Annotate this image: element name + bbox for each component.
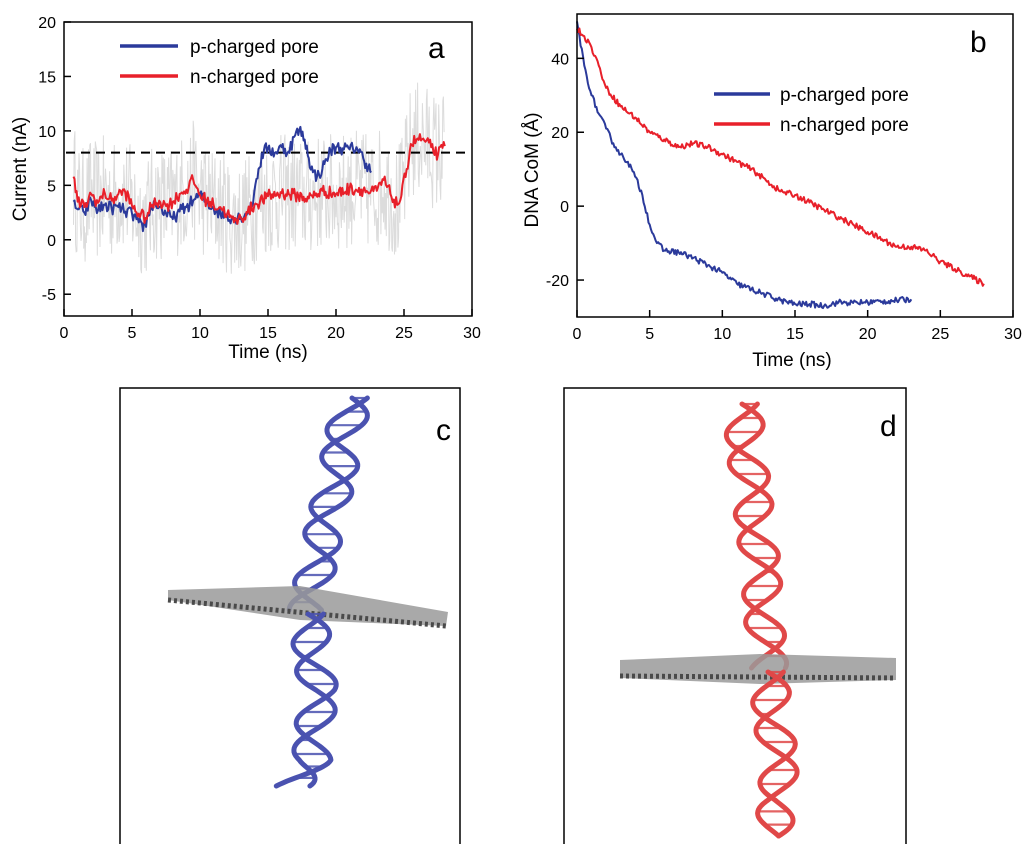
panel-a-series [72,125,446,233]
y-tick-label: 40 [551,51,569,68]
panel-c-frame [119,387,461,844]
panel-b-dna-com-plot: 0 5 10 15 20 25 30 -20 0 20 40 Time (ns) DNA CoM … [522,13,1022,371]
panel-b-label: b [970,26,987,59]
panel-a-y-ticks: -5 0 5 10 15 20 [38,15,71,304]
x-tick-label: 15 [259,325,277,342]
raw-current-trace [73,82,445,274]
x-tick-label: 0 [573,326,582,343]
panel-a-current-plot: 0 5 10 15 20 25 30 -5 0 5 10 15 20 Time (ns) Curren… [10,15,481,363]
panel-c-membrane [167,586,448,629]
panel-c-dna-helix-lower [273,611,339,789]
panel-a-label: a [428,32,445,65]
backbone-strand-2 [273,611,339,789]
panel-b-frame [576,13,1014,318]
x-tick-label: 15 [786,326,804,343]
series-line-n-charged [72,133,446,225]
panel-b-legend-label-n: n-charged pore [780,115,909,136]
x-tick-label: 10 [191,325,209,342]
backbone-strand-2 [750,669,798,839]
x-tick-label: 0 [60,325,69,342]
y-tick-label: 15 [38,69,56,86]
panel-c-dna-helix-upper [286,395,370,613]
panel-d-label: d [880,410,897,443]
series-line-n-charged [576,27,985,287]
panel-a-x-ticks: 0 5 10 15 20 25 30 [60,309,481,342]
x-tick-label: 25 [931,326,949,343]
y-tick-label: 20 [38,15,56,32]
panel-b-x-axis-label: Time (ns) [752,350,832,371]
x-tick-label: 10 [713,326,731,343]
panel-d-frame [563,387,907,844]
panel-d-dna-helix-lower [750,669,800,839]
backbone-strand-1 [286,395,370,613]
backbone-strand-2 [292,395,370,613]
y-tick-label: -5 [42,287,56,304]
panel-b-series [576,21,985,310]
x-tick-label: 20 [859,326,877,343]
x-tick-label: 20 [327,325,345,342]
y-tick-label: 0 [560,199,569,216]
panel-c-label: c [436,414,451,447]
panel-d-membrane [619,654,897,684]
panel-a-x-axis-label: Time (ns) [228,342,308,363]
panel-b-y-ticks: -20 0 20 40 [546,51,584,290]
y-tick-label: 5 [47,178,56,195]
x-tick-label: 30 [1004,326,1022,343]
x-tick-label: 30 [463,325,481,342]
backbone-strand-1 [291,611,338,789]
x-tick-label: 5 [128,325,137,342]
y-tick-label: 10 [38,124,56,141]
panel-a-y-axis-label: Current (nA) [10,117,31,222]
panel-d-dna-helix-upper [723,401,790,671]
panel-b-legend-label-p: p-charged pore [780,85,909,106]
backbone-strand-1 [726,401,790,671]
series-line-p-charged [576,21,913,310]
x-tick-label: 25 [395,325,413,342]
y-tick-label: 20 [551,125,569,142]
panel-b-x-ticks: 0 5 10 15 20 25 30 [573,310,1022,343]
y-tick-label: -20 [546,273,569,290]
panel-a-noise-trace [73,82,445,274]
backbone-strand-1 [753,669,800,839]
backbone-strand-2 [723,401,787,671]
x-tick-label: 5 [645,326,654,343]
panel-a-legend-label-p: p-charged pore [190,37,319,58]
panel-b-y-axis-label: DNA CoM (Å) [522,112,543,227]
panel-c-blue-dna-render: c [119,387,461,844]
panel-d-red-dna-render: d [563,387,907,844]
y-tick-label: 0 [47,233,56,250]
panel-a-legend-label-n: n-charged pore [190,67,319,88]
